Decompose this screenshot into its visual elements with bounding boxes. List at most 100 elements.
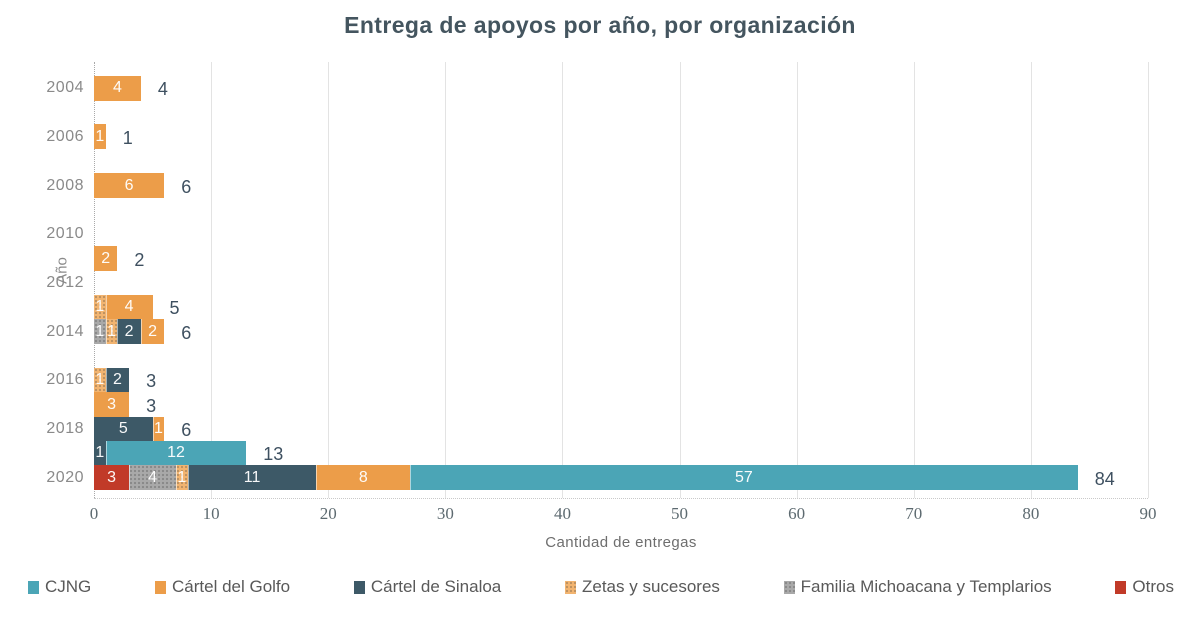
segment-value: 5 [118,420,128,438]
bar-segment-2020-cjng: 57 [410,465,1078,491]
x-tick-90: 90 [1139,504,1157,523]
bar-segment-2020-cartel-de-sinaloa: 11 [187,465,317,491]
x-tick-10: 10 [202,504,220,523]
legend-label: Familia Michoacana y Templarios [800,577,1052,596]
bar-segment-2014-cartel-de-sinaloa: 2 [117,319,141,345]
bar-segment-2018-cartel-del-golfo: 1 [152,416,165,442]
gridline-x-80 [1030,62,1032,498]
bar-2008: 6 [94,173,165,199]
legend-swatch-zetas-y-sucesores [564,580,576,594]
bar-2019: 1 12 [94,440,247,466]
legend-item-zetas-y-sucesores: Zetas y sucesores [564,577,720,597]
bar-segment-2013-cartel-del-golfo: 4 [105,294,153,320]
bar-segment-2014-zetas-y-sucesores: 1 [105,319,118,345]
legend-swatch-cartel-del-golfo [155,580,166,594]
bar-2004: 4 [94,75,141,101]
legend: CJNG Cártel del Golfo Cártel de Sinaloa Zet… [0,577,1200,597]
y-tick-2010: 2010 [46,225,84,243]
segment-value: 1 [95,127,105,145]
x-tick-60: 60 [788,504,806,523]
bar-total-2006: 1 [122,127,133,148]
bar-segment-2020-otros: 3 [94,465,130,491]
legend-item-cartel-del-golfo: Cártel del Golfo [155,577,290,597]
bar-segment-2020-familia-michoacana-y-templarios: 4 [129,465,176,491]
segment-value: 4 [148,468,157,486]
bar-2006: 1 [94,124,106,150]
segment-value: 1 [177,468,187,486]
legend-label: Zetas y sucesores [581,577,720,596]
bar-segment-2014-familia-michoacana-y-templarios: 1 [94,319,106,345]
bar-total-2017: 3 [146,395,157,416]
segment-value: 1 [107,322,116,340]
legend-swatch-familia-michoacana-y-templarios [783,580,795,594]
bar-segment-2011-cartel-del-golfo: 2 [94,246,118,272]
bar-segment-2013-zetas-y-sucesores: 1 [94,294,106,320]
segment-value: 2 [124,322,134,340]
bar-total-2019: 13 [263,444,284,465]
bar-segment-2020-cartel-del-golfo: 8 [316,465,411,491]
legend-swatch-cjng [28,580,39,594]
legend-label: Cártel de Sinaloa [370,577,502,596]
y-tick-2020: 2020 [46,468,84,486]
y-tick-2016: 2016 [46,371,84,389]
bar-total-2020: 84 [1094,468,1115,489]
x-tick-0: 0 [89,504,99,523]
y-axis-line [94,62,95,498]
gridline-x-10 [211,62,213,498]
y-tick-2006: 2006 [46,127,84,145]
segment-value: 2 [112,371,122,389]
y-tick-2012: 2012 [46,274,84,292]
segment-value: 1 [95,298,105,316]
bar-segment-2016-zetas-y-sucesores: 1 [94,367,106,393]
legend-item-cartel-de-sinaloa: Cártel de Sinaloa [353,577,502,597]
legend-label: Cártel del Golfo [172,577,291,596]
legend-label: CJNG [45,577,92,596]
legend-label: Otros [1132,577,1174,596]
gridline-x-50 [679,62,681,498]
legend-item-cjng: CJNG [28,577,91,597]
bar-segment-2004-cartel-del-golfo: 4 [94,75,141,101]
segment-value: 11 [243,468,261,486]
chart-title: Entrega de apoyos por año, por organizac… [344,12,856,38]
segment-value: 1 [95,371,105,389]
y-tick-2008: 2008 [46,176,84,194]
bar-total-2016: 3 [146,371,157,392]
gridline-x-60 [796,62,798,498]
x-tick-40: 40 [553,504,571,523]
y-tick-2014: 2014 [46,322,84,340]
bar-segment-2019-cartel-de-sinaloa: 1 [94,440,106,466]
bar-2011: 2 [94,246,118,272]
bar-2020: 3 4 1 11 8 57 [94,465,1078,491]
x-tick-50: 50 [671,504,689,523]
segment-value: 6 [124,176,134,194]
legend-item-otros: Otros [1115,577,1174,597]
segment-value: 8 [358,468,368,486]
bar-segment-2019-cjng: 12 [105,440,247,466]
bar-segment-2020-zetas-y-sucesores: 1 [175,465,188,491]
gridline-x-40 [562,62,564,498]
gridline-x-20 [328,62,330,498]
bar-segment-2008-cartel-del-golfo: 6 [94,173,165,199]
x-tick-20: 20 [319,504,337,523]
bar-total-2008: 6 [181,176,192,197]
gridline-x-30 [445,62,447,498]
gridline-x-70 [913,62,915,498]
plot-area: 0 10 20 30 40 50 60 70 80 90 2004 2006 2008 2010 2012 2… [46,62,1157,523]
bar-total-2011: 2 [134,249,145,270]
segment-value: 12 [167,444,185,462]
bar-segment-2014-cartel-del-golfo: 2 [140,319,165,345]
y-tick-2004: 2004 [46,79,84,97]
bar-total-2004: 4 [157,79,168,100]
bar-segment-2018-cartel-de-sinaloa: 5 [94,416,153,442]
y-tick-2018: 2018 [46,420,84,438]
bar-total-2018: 6 [181,420,192,441]
segment-value: 1 [153,420,163,438]
segment-value: 4 [124,298,134,316]
segment-value: 4 [112,79,122,97]
legend-item-familia-michoacana-y-templarios: Familia Michoacana y Templarios [783,577,1052,597]
x-tick-80: 80 [1022,504,1040,523]
legend-swatch-otros [1115,580,1127,594]
